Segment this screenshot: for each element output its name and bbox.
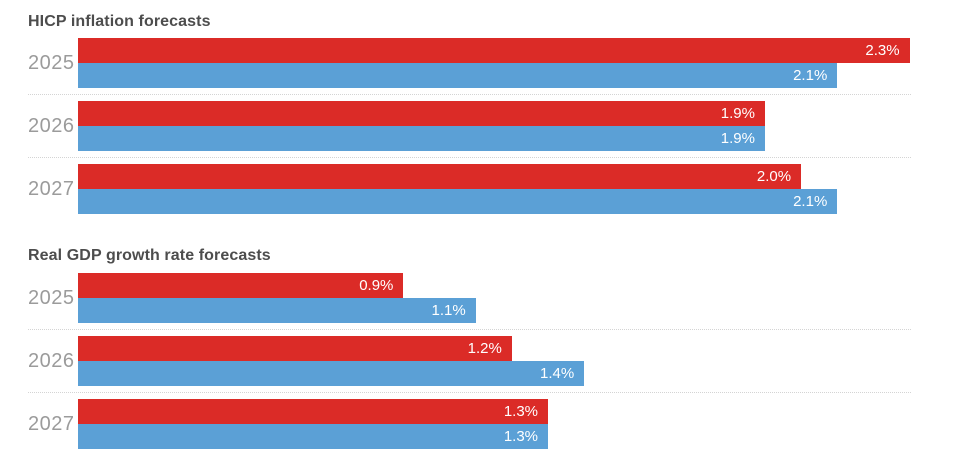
year-label-hicp-2027: 2027 (28, 177, 75, 200)
bar-hicp-2026-blue: 1.9% (78, 126, 765, 151)
bar-value-hicp-2025-red: 2.3% (865, 42, 900, 59)
bar-group-gdp-2025: 2025 0.9% 1.1% (0, 273, 953, 323)
section-title-hicp: HICP inflation forecasts (28, 13, 211, 30)
bars-gdp-2027: 1.3% 1.3% (78, 399, 953, 449)
year-label-gdp-2025: 2025 (28, 286, 75, 309)
bar-hicp-2026-red: 1.9% (78, 101, 765, 126)
bar-value-gdp-2027-blue: 1.3% (503, 428, 539, 445)
bar-gdp-2027-red: 1.3% (78, 399, 549, 424)
bars-hicp-2025: 2.3% 2.1% (78, 38, 953, 88)
bar-gdp-2026-blue: 1.4% (78, 361, 585, 386)
bar-value-hicp-2026-blue: 1.9% (720, 130, 755, 147)
year-label-hicp-2025: 2025 (28, 51, 75, 74)
bar-value-gdp-2025-red: 0.9% (359, 277, 394, 294)
bar-value-gdp-2027-red: 1.3% (503, 403, 539, 420)
bar-gdp-2025-blue: 1.1% (78, 298, 476, 323)
bar-group-hicp-2026: 2026 1.9% 1.9% (0, 101, 953, 151)
year-label-gdp-2026: 2026 (28, 349, 75, 372)
bar-value-gdp-2026-blue: 1.4% (539, 365, 575, 382)
bar-hicp-2025-blue: 2.1% (78, 63, 838, 88)
row-separator (28, 157, 911, 158)
bar-group-hicp-2025: 2025 2.3% 2.1% (0, 38, 953, 88)
bars-hicp-2027: 2.0% 2.1% (78, 164, 953, 214)
bars-hicp-2026: 1.9% 1.9% (78, 101, 953, 151)
bar-value-hicp-2027-red: 2.0% (756, 168, 792, 185)
bars-gdp-2026: 1.2% 1.4% (78, 336, 953, 386)
bar-value-gdp-2025-blue: 1.1% (431, 302, 466, 319)
bar-hicp-2027-red: 2.0% (78, 164, 802, 189)
bar-gdp-2025-red: 0.9% (78, 273, 404, 298)
bars-gdp-2025: 0.9% 1.1% (78, 273, 953, 323)
bar-gdp-2026-red: 1.2% (78, 336, 512, 361)
row-separator (28, 329, 911, 330)
bar-value-hicp-2025-blue: 2.1% (793, 67, 828, 84)
row-separator (28, 94, 911, 95)
section-title-gdp: Real GDP growth rate forecasts (28, 247, 271, 264)
year-label-gdp-2027: 2027 (28, 412, 75, 435)
year-label-hicp-2026: 2026 (28, 114, 75, 137)
bar-value-hicp-2026-red: 1.9% (720, 105, 755, 122)
bar-group-gdp-2026: 2026 1.2% 1.4% (0, 336, 953, 386)
row-separator (28, 392, 911, 393)
bar-group-gdp-2027: 2027 1.3% 1.3% (0, 399, 953, 449)
bar-value-gdp-2026-red: 1.2% (467, 340, 502, 357)
bar-hicp-2025-red: 2.3% (78, 38, 910, 63)
bar-hicp-2027-blue: 2.1% (78, 189, 838, 214)
bar-value-hicp-2027-blue: 2.1% (793, 193, 828, 210)
bar-group-hicp-2027: 2027 2.0% 2.1% (0, 164, 953, 214)
bar-gdp-2027-blue: 1.3% (78, 424, 549, 449)
